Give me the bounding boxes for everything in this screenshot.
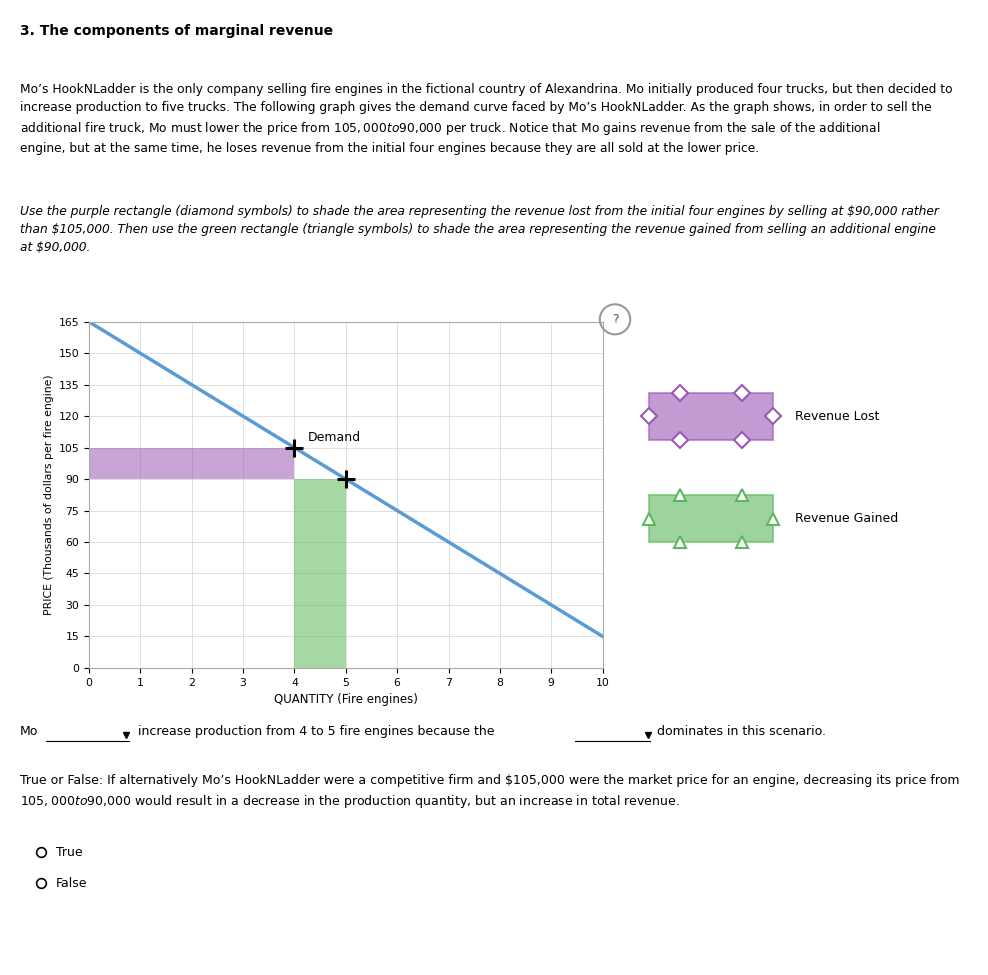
Y-axis label: PRICE (Thousands of dollars per fire engine): PRICE (Thousands of dollars per fire eng… (44, 374, 54, 615)
Text: True or False: If alternatively Mo’s HookNLadder were a competitive firm and $10: True or False: If alternatively Mo’s Hoo… (20, 774, 959, 810)
X-axis label: QUANTITY (Fire engines): QUANTITY (Fire engines) (274, 693, 418, 706)
Bar (648, 393, 773, 440)
Text: increase production from 4 to 5 fire engines because the: increase production from 4 to 5 fire eng… (133, 724, 498, 738)
Text: Demand: Demand (307, 431, 361, 445)
Text: Mo: Mo (20, 724, 39, 738)
Text: Revenue Gained: Revenue Gained (795, 512, 899, 526)
Text: dominates in this scenario.: dominates in this scenario. (653, 724, 826, 738)
Bar (648, 495, 773, 542)
Text: Mo’s HookNLadder is the only company selling fire engines in the fictional count: Mo’s HookNLadder is the only company sel… (20, 83, 952, 155)
Text: False: False (55, 877, 87, 890)
Text: ?: ? (612, 313, 618, 326)
Text: Revenue Lost: Revenue Lost (795, 410, 879, 423)
Text: Use the purple rectangle (diamond symbols) to shade the area representing the re: Use the purple rectangle (diamond symbol… (20, 205, 939, 254)
Text: True: True (55, 845, 82, 859)
Text: 3. The components of marginal revenue: 3. The components of marginal revenue (20, 24, 333, 38)
